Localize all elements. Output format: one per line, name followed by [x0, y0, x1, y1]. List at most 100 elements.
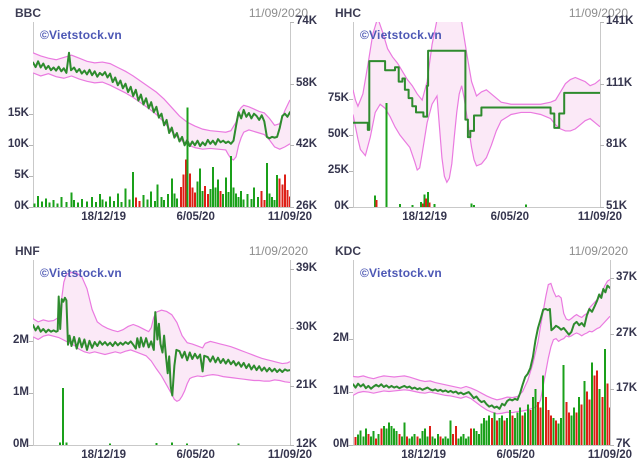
- volume-bar: [426, 436, 429, 445]
- volume-bar: [186, 443, 189, 445]
- volume-bar: [400, 436, 403, 445]
- volume-bar: [132, 172, 135, 207]
- volume-bar: [146, 199, 149, 207]
- stock-code-label: BBC: [15, 6, 41, 20]
- volume-bar: [281, 184, 284, 207]
- price-axis-tick: [610, 277, 614, 279]
- price-axis-tick-label: 30K: [296, 320, 318, 333]
- volume-bar: [232, 187, 235, 207]
- price-line: [33, 51, 290, 148]
- volume-bar: [201, 190, 204, 207]
- volume-bar: [214, 187, 217, 207]
- volume-bar: [447, 438, 450, 445]
- volume-bar: [101, 199, 104, 207]
- price-axis-tick: [610, 333, 614, 335]
- volume-bar: [377, 433, 380, 445]
- x-axis-tick-label: 11/09/20: [267, 449, 313, 461]
- price-axis-tick-label: 51K: [606, 200, 628, 212]
- bollinger-lower-line: [33, 72, 290, 161]
- volume-bar: [537, 402, 539, 445]
- volume-bar: [86, 201, 88, 207]
- volume-bar: [557, 423, 560, 445]
- x-axis-tick-label: 18/12/19: [401, 449, 447, 461]
- volume-bar: [77, 202, 79, 207]
- bollinger-band-fill: [353, 22, 600, 183]
- volume-bar: [526, 404, 529, 445]
- volume-bar: [227, 192, 230, 207]
- volume-bar: [477, 433, 480, 445]
- volume-bar: [516, 412, 519, 445]
- volume-bar: [573, 407, 575, 445]
- volume-bar: [276, 175, 279, 207]
- vietstock-watermark: ©Vietstock.vn: [40, 266, 122, 280]
- volume-bar: [544, 396, 547, 445]
- volume-bar: [472, 428, 475, 445]
- volume-bar: [521, 415, 524, 445]
- volume-bar: [179, 187, 182, 207]
- volume-bar: [598, 388, 601, 445]
- volume-bar: [531, 396, 534, 445]
- price-axis-tick-label: 74K: [296, 15, 318, 27]
- volume-bar: [182, 174, 185, 207]
- volume-bar: [493, 412, 496, 445]
- volume-bar: [364, 428, 367, 445]
- volume-bar: [155, 442, 158, 445]
- chart-svg: [353, 279, 610, 445]
- volume-axis-tick: [29, 175, 33, 177]
- volume-bar: [37, 195, 40, 207]
- volume-bar: [508, 410, 511, 445]
- volume-bar: [560, 418, 563, 445]
- volume-bar: [173, 193, 176, 207]
- volume-bar: [547, 410, 550, 445]
- x-axis-tick-label: 6/05/20: [176, 449, 215, 461]
- volume-bar: [413, 433, 416, 445]
- chart-date-label: 11/09/2020: [248, 6, 308, 20]
- volume-bar: [224, 177, 227, 207]
- volume-bar: [204, 185, 207, 207]
- volume-bar: [209, 188, 212, 207]
- volume-bar: [134, 197, 137, 207]
- stock-code-label: KDC: [335, 244, 361, 258]
- volume-bar: [80, 198, 83, 207]
- volume-bar: [242, 199, 245, 207]
- volume-axis-tick-label: 50K: [327, 127, 349, 140]
- volume-axis-tick-label: 1M: [13, 386, 29, 399]
- volume-bar: [273, 200, 276, 207]
- chart-date-label: 11/09/2020: [568, 244, 628, 258]
- x-axis-tick-label: 18/12/19: [81, 449, 127, 461]
- volume-bar: [388, 422, 390, 445]
- price-axis-tick-label: 111K: [606, 76, 633, 89]
- volume-bar: [393, 428, 396, 445]
- bollinger-upper-line: [353, 22, 600, 108]
- volume-bar: [588, 399, 591, 445]
- volume-bar: [186, 107, 189, 207]
- volume-bar: [367, 433, 370, 445]
- volume-bar: [562, 365, 565, 445]
- volume-bar: [237, 197, 240, 207]
- volume-bar: [253, 187, 255, 207]
- volume-bar: [419, 201, 422, 207]
- volume-bar: [488, 415, 491, 445]
- volume-bar: [113, 200, 115, 207]
- volume-bar: [357, 434, 360, 445]
- volume-axis-tick-label: 10K: [7, 137, 29, 150]
- x-axis-line: [28, 207, 294, 208]
- volume-bar: [529, 410, 532, 445]
- volume-axis-tick: [349, 338, 353, 340]
- chart-panel-bbc: BBC 11/09/2020 ©Vietstock.vn 74K 58K 42K 26…: [0, 0, 320, 238]
- volume-axis-tick-label: 15K: [7, 106, 29, 119]
- volume-bar: [444, 436, 447, 445]
- volume-bar: [170, 178, 173, 207]
- volume-bar: [95, 202, 97, 207]
- volume-axis-tick: [29, 113, 33, 115]
- volume-bar: [475, 431, 478, 445]
- volume-bar: [142, 195, 145, 207]
- volume-bar: [166, 193, 169, 207]
- bollinger-band-fill: [353, 279, 610, 414]
- volume-bar: [565, 402, 568, 445]
- volume-bar: [268, 193, 271, 207]
- volume-bar: [470, 428, 473, 445]
- volume-bar: [459, 436, 462, 445]
- volume-bar: [411, 204, 414, 207]
